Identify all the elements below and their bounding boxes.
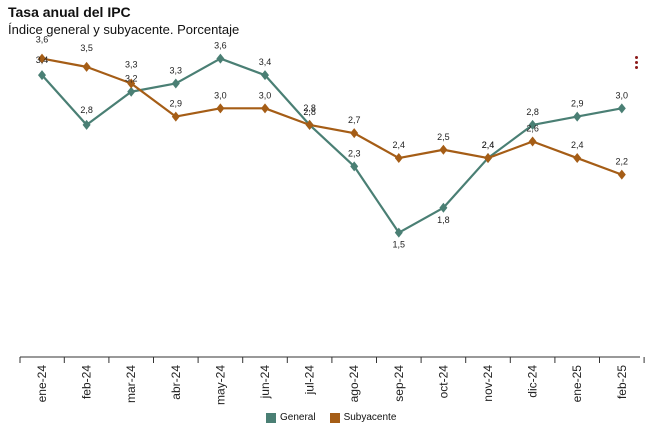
data-label-general-feb-24: 2,8 [80, 105, 93, 115]
x-tick-label-abr-24: abr-24 [169, 365, 183, 400]
point-subyacente-dic-24 [528, 136, 537, 147]
point-subyacente-ago-24 [350, 128, 359, 139]
series-line-general [41, 57, 623, 234]
data-label-subyacente-ago-24: 2,7 [348, 115, 361, 125]
data-label-subyacente-oct-24: 2,5 [437, 132, 450, 142]
chart-subtitle: Índice general y subyacente. Porcentaje [8, 22, 240, 37]
point-general-feb-24 [82, 119, 91, 130]
x-tick-label-jul-24: jul-24 [303, 365, 317, 396]
x-tick-label-ago-24: ago-24 [347, 365, 361, 403]
data-label-general-feb-25: 3,0 [616, 90, 629, 100]
data-label-subyacente-may-24: 3,0 [214, 90, 227, 100]
point-general-may-24 [216, 53, 225, 64]
data-label-general-sep-24: 1,5 [393, 240, 406, 250]
point-subyacente-may-24 [216, 103, 225, 114]
point-subyacente-sep-24 [394, 153, 403, 164]
data-label-subyacente-feb-24: 3,5 [80, 43, 93, 53]
data-label-subyacente-jul-24: 2,8 [303, 103, 316, 113]
data-label-general-ene-24: 3,4 [36, 55, 49, 65]
point-general-ene-25 [573, 111, 582, 122]
x-tick-label-dic-24: dic-24 [526, 365, 540, 398]
x-tick-label-sep-24: sep-24 [392, 365, 406, 402]
data-label-general-ago-24: 2,3 [348, 148, 361, 158]
point-general-oct-24 [439, 202, 448, 213]
point-general-feb-25 [617, 103, 626, 114]
data-label-general-dic-24: 2,8 [526, 107, 539, 117]
data-label-general-abr-24: 3,3 [170, 65, 183, 75]
data-label-general-nov-24: 2,4 [482, 140, 495, 150]
point-subyacente-nov-24 [484, 153, 492, 164]
point-general-sep-24 [394, 227, 403, 238]
data-label-general-oct-24: 1,8 [437, 215, 450, 225]
legend-swatch-subyacente [329, 412, 340, 423]
chart-legend: General Subyacente [266, 412, 396, 423]
data-label-subyacente-feb-25: 2,2 [616, 157, 629, 167]
data-label-general-mar-24: 3,2 [125, 74, 138, 84]
data-label-subyacente-abr-24: 2,9 [170, 99, 183, 109]
point-general-ago-24 [350, 161, 359, 172]
point-subyacente-feb-25 [617, 169, 626, 180]
point-subyacente-mar-24 [127, 78, 136, 89]
point-subyacente-abr-24 [171, 111, 180, 122]
legend-swatch-general [266, 412, 276, 423]
point-general-ene-24 [38, 70, 46, 81]
point-general-jun-24 [261, 70, 269, 81]
data-label-subyacente-sep-24: 2,4 [393, 140, 406, 150]
x-tick-label-jun-24: jun-24 [258, 365, 272, 400]
x-tick-label-ene-24: ene-24 [35, 365, 49, 403]
x-tick-label-ene-25: ene-25 [570, 365, 584, 403]
point-general-dic-24 [528, 119, 537, 130]
data-label-general-jul-24: 2,8 [303, 107, 316, 117]
data-label-subyacente-dic-24: 2,6 [526, 123, 539, 133]
point-subyacente-ene-25 [573, 153, 582, 164]
data-label-general-may-24: 3,6 [214, 41, 227, 51]
legend-label-subyacente: Subyacente [343, 412, 397, 423]
x-tick-label-feb-24: feb-24 [80, 365, 94, 399]
data-label-subyacente-ene-25: 2,4 [571, 140, 584, 150]
data-label-subyacente-ene-24: 3,6 [36, 35, 49, 45]
chart-title: Tasa anual del IPC [8, 4, 131, 20]
point-subyacente-jun-24 [261, 103, 269, 114]
series-line-subyacente [41, 57, 623, 176]
point-subyacente-jul-24 [305, 119, 314, 130]
x-tick-label-may-24: may-24 [213, 365, 227, 405]
point-subyacente-feb-24 [82, 61, 91, 72]
legend-label-general: General [280, 412, 316, 423]
point-general-mar-24 [127, 86, 136, 97]
point-subyacente-oct-24 [439, 144, 448, 155]
chart-menu-icon[interactable] [634, 56, 640, 72]
data-label-general-jun-24: 3,4 [259, 57, 272, 67]
legend-item-general[interactable]: General [266, 412, 316, 423]
legend-item-subyacente[interactable]: Subyacente [329, 412, 397, 423]
data-label-subyacente-jun-24: 3,0 [259, 90, 272, 100]
x-tick-label-oct-24: oct-24 [436, 365, 450, 399]
data-label-general-ene-25: 2,9 [571, 99, 584, 109]
point-subyacente-ene-24 [38, 53, 46, 64]
x-tick-label-feb-25: feb-25 [615, 365, 629, 399]
data-label-subyacente-nov-24: 2,4 [482, 140, 495, 150]
x-tick-label-nov-24: nov-24 [481, 365, 495, 402]
data-label-subyacente-mar-24: 3,3 [125, 59, 138, 69]
point-general-abr-24 [171, 78, 180, 89]
x-tick-label-mar-24: mar-24 [124, 365, 138, 403]
